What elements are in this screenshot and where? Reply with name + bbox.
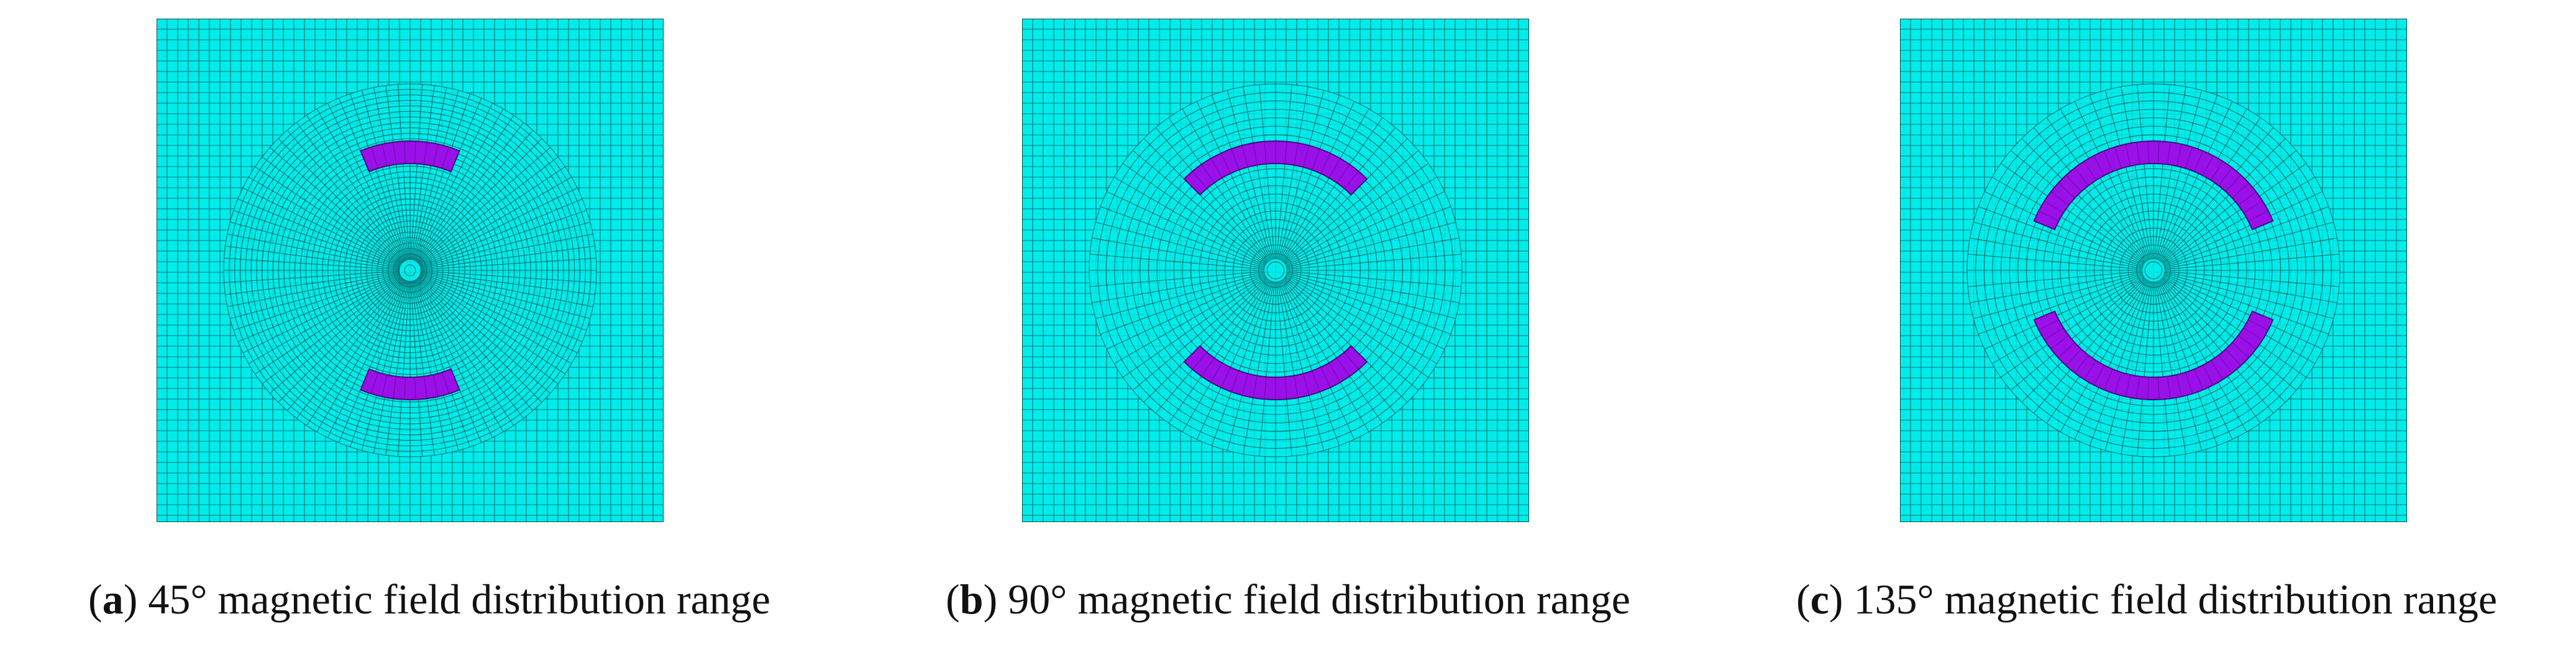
caption-text-b: 90° magnetic field distribution range (1008, 576, 1630, 623)
magnet-element-lines (370, 141, 450, 400)
caption-letter-b: b (959, 576, 984, 623)
mesh-svg-c (1900, 19, 2407, 522)
caption-c: (c) 135° magnetic field distribution ran… (1796, 576, 2498, 623)
mesh-radial-region (1966, 83, 2341, 457)
caption-letter-c: c (1810, 576, 1829, 623)
mesh-figure-b (1022, 19, 1529, 522)
magnet-bottom (2033, 310, 2274, 400)
caption-letter-a: a (102, 576, 124, 623)
panel-b: (b) 90° magnetic field distribution rang… (859, 0, 1717, 652)
mesh-radial-region (223, 83, 597, 457)
mesh-radial-region (1089, 83, 1463, 457)
magnet-element-lines (2039, 141, 2268, 400)
mesh-svg-a (157, 19, 664, 522)
panel-a: (a) 45° magnetic field distribution rang… (0, 0, 859, 652)
magnet-top (360, 140, 460, 173)
mesh-svg-b (1022, 19, 1529, 522)
caption-text-c: 135° magnetic field distribution range (1853, 576, 2498, 623)
caption-b: (b) 90° magnetic field distribution rang… (946, 576, 1630, 623)
magnet-bottom (360, 368, 460, 400)
panel-c: (c) 135° magnetic field distribution ran… (1717, 0, 2576, 652)
mesh-figure-c (1900, 19, 2407, 522)
magnet-top (1183, 140, 1368, 196)
magnet-bottom (1183, 345, 1368, 400)
mesh-figure-a (157, 19, 664, 522)
caption-text-a: 45° magnetic field distribution range (148, 576, 770, 623)
caption-a: (a) 45° magnetic field distribution rang… (88, 576, 770, 623)
magnet-element-lines (1192, 141, 1359, 400)
magnet-top (2033, 140, 2274, 231)
